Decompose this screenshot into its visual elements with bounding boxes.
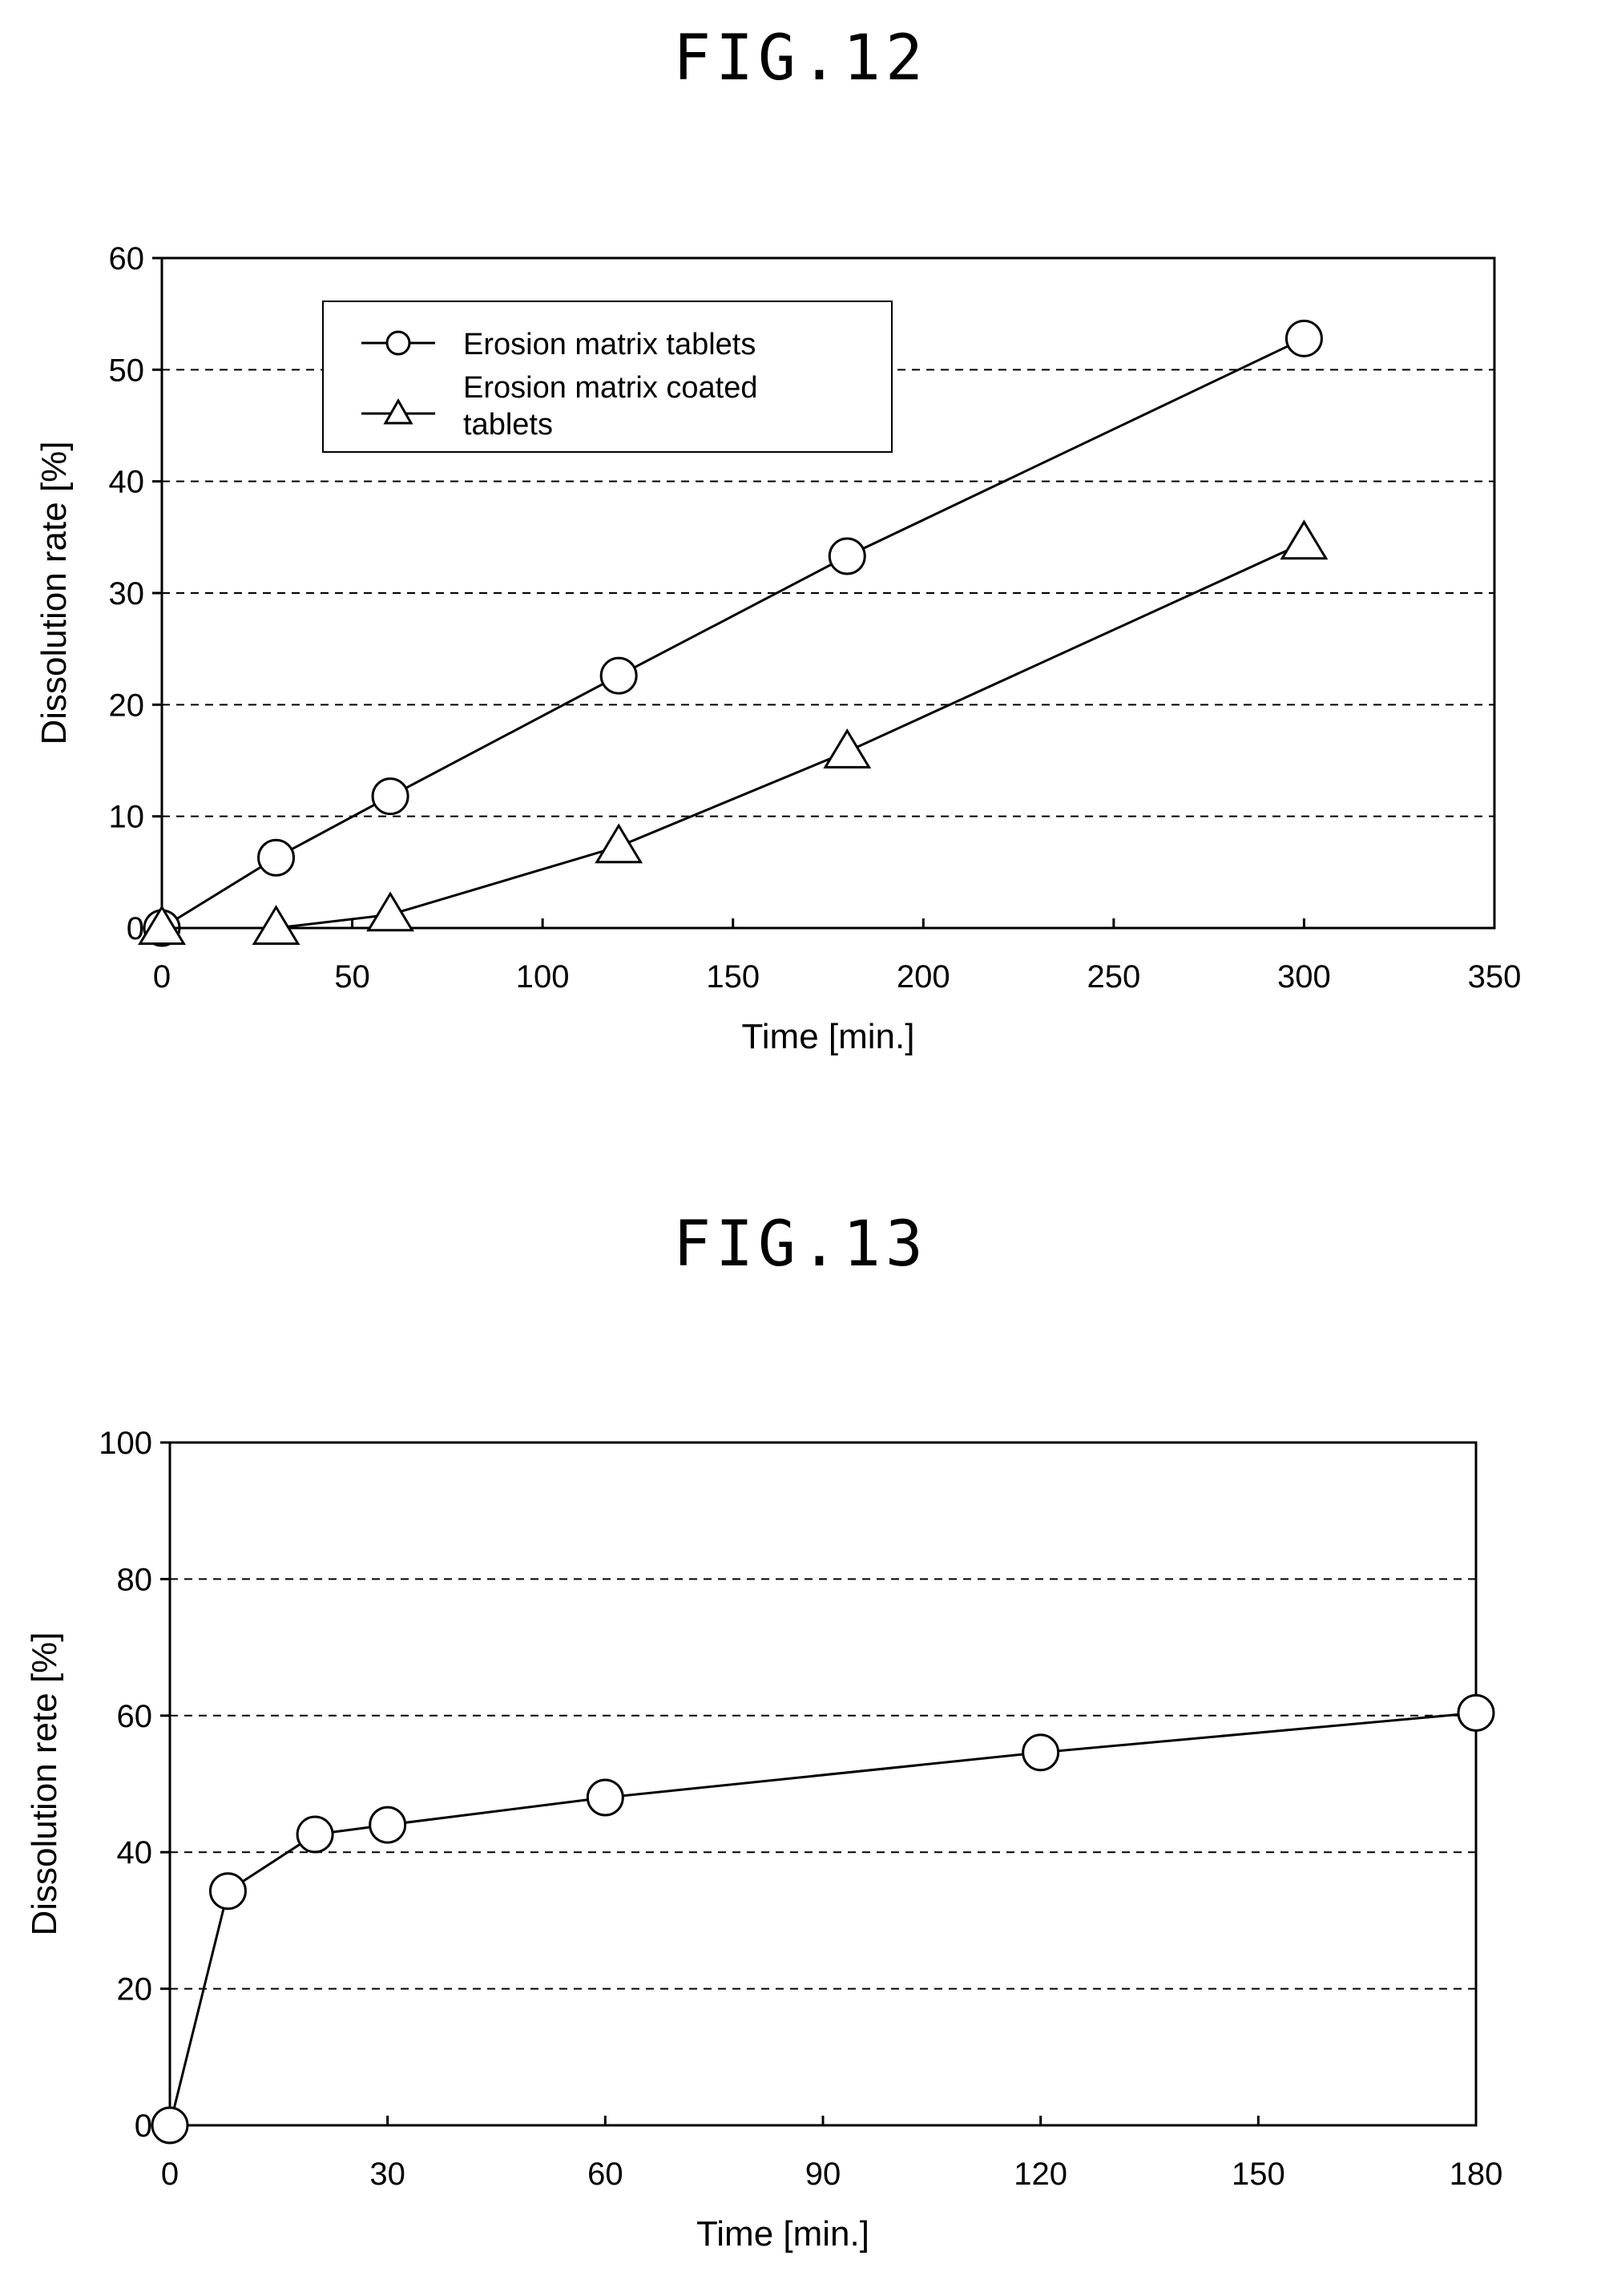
y-axis-label: Dissolution rete [%]: [25, 1632, 64, 1935]
x-axis-label: Time [min.]: [696, 2214, 869, 2254]
data-point-circle: [370, 1807, 405, 1842]
data-point-circle: [1023, 1735, 1059, 1770]
x-tick-label: 60: [587, 2157, 623, 2192]
data-point-circle: [152, 2108, 188, 2143]
y-tick-label: 60: [117, 1699, 153, 1734]
data-point-circle: [210, 1874, 245, 1909]
x-tick-label: 150: [1232, 2157, 1285, 2192]
x-tick-label: 180: [1450, 2157, 1503, 2192]
y-tick-label: 40: [117, 1835, 153, 1870]
data-point-circle: [587, 1780, 623, 1815]
data-point-circle: [1458, 1695, 1494, 1730]
series-line: [170, 1713, 1476, 2125]
data-point-circle: [297, 1817, 333, 1852]
x-tick-label: 0: [161, 2157, 179, 2192]
plot-frame: [170, 1443, 1476, 2125]
x-tick-label: 120: [1014, 2157, 1067, 2192]
y-tick-label: 80: [117, 1562, 153, 1597]
x-tick-label: 30: [369, 2157, 405, 2192]
y-tick-label: 100: [99, 1426, 152, 1461]
y-tick-label: 20: [117, 1972, 153, 2007]
y-tick-label: 0: [135, 2108, 152, 2144]
x-tick-label: 90: [805, 2157, 841, 2192]
